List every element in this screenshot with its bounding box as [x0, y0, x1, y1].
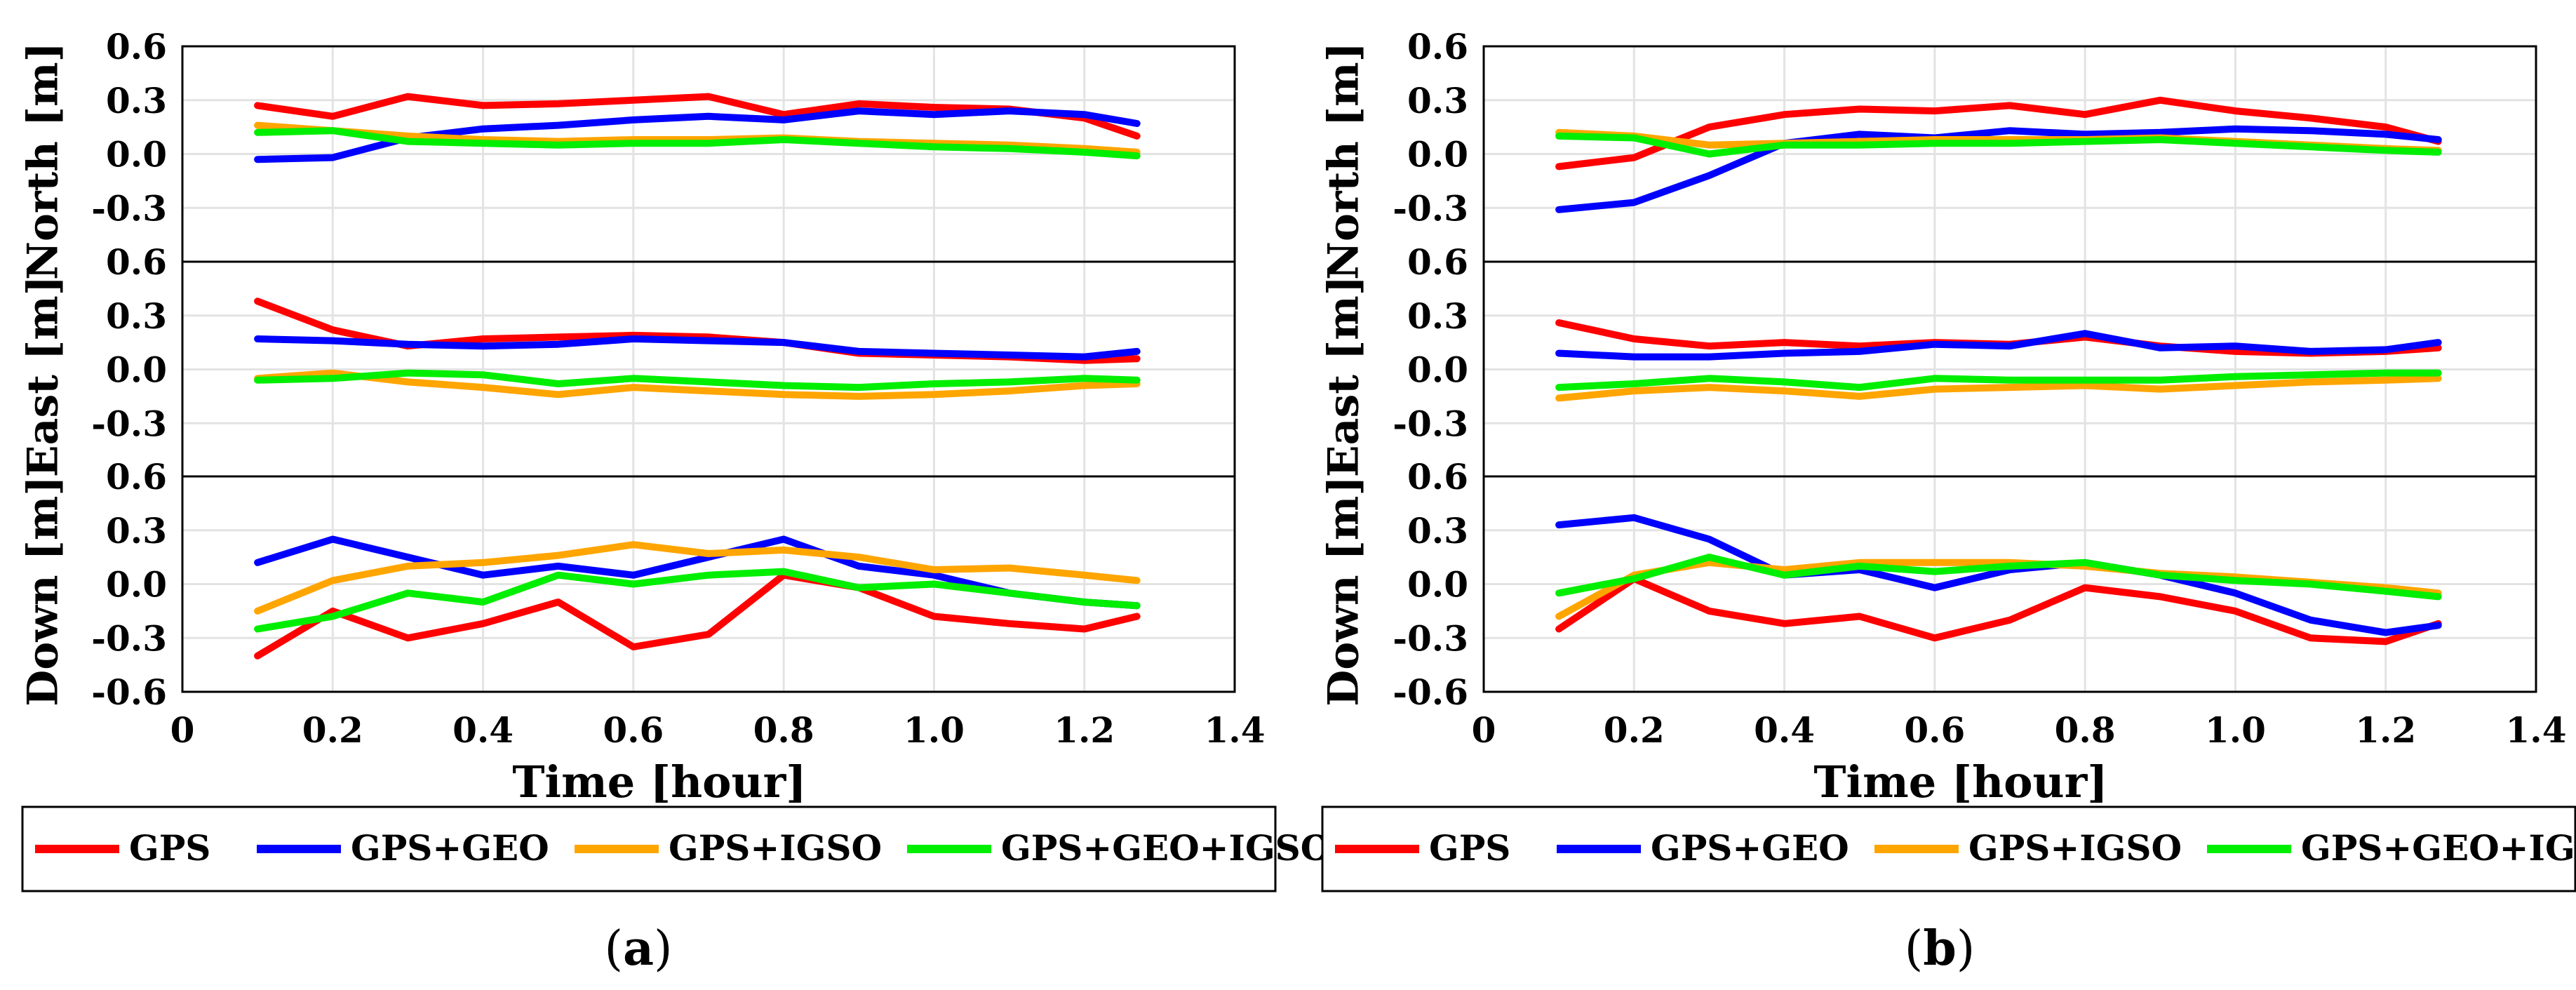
x-tick-label: 0.4: [1754, 709, 1815, 751]
y-axis-label: North [m]: [19, 42, 68, 280]
legend-entry: GPS+GEO: [1651, 827, 1849, 869]
legend-entry: GPS: [1429, 827, 1510, 869]
caption-part: (: [604, 921, 623, 977]
y-tick-label: -0.3: [1393, 617, 1468, 659]
y-tick-label: 0.0: [1407, 349, 1468, 391]
x-tick-label: 1.2: [2355, 709, 2416, 751]
y-axis-label: Down [m]: [1320, 476, 1369, 706]
subfigure-caption: (b): [1905, 921, 1975, 977]
y-tick-label: -0.6: [1393, 671, 1468, 713]
y-tick-label: 0.3: [1407, 80, 1468, 121]
y-tick-label: 0.3: [106, 510, 167, 551]
panel-east: 0.6 0.3 0.0 -0.3 East [m]: [1320, 241, 2537, 477]
y-tick-label: 0.6: [1407, 26, 1468, 67]
caption-part: a: [623, 921, 654, 977]
x-tick-label: 1.0: [2205, 709, 2266, 751]
legend: GPS GPS+GEO GPS+IGSO GPS+GEO+IGSO: [22, 807, 1331, 891]
legend-entry: GPS+GEO+IGSO: [1001, 827, 1331, 869]
caption-part: b: [1923, 921, 1957, 977]
caption-part: (: [1905, 921, 1924, 977]
panel-north: 0.6 0.3 0.0 -0.3 North [m]: [1320, 26, 2537, 280]
panel-north: 0.6 0.3 0.0 -0.3 North [m]: [19, 26, 1235, 280]
y-tick-label: 0.3: [106, 295, 167, 337]
y-axis-label: Down [m]: [19, 476, 68, 706]
x-tick-label: 0.2: [302, 709, 363, 751]
y-tick-label: -0.3: [1393, 403, 1468, 444]
x-axis-label: Time [hour]: [512, 756, 806, 808]
x-axis-label: Time [hour]: [1813, 756, 2107, 808]
x-tick-label: 0.2: [1604, 709, 1665, 751]
y-axis-label: East [m]: [1320, 276, 1369, 477]
y-tick-label: 0.0: [1407, 134, 1468, 175]
y-tick-label: 0.3: [1407, 510, 1468, 551]
legend: GPS GPS+GEO GPS+IGSO GPS+GEO+IGSO: [1322, 807, 2576, 891]
y-tick-label: 0.6: [106, 26, 167, 67]
x-tick-label: 1.4: [1205, 709, 1266, 751]
y-tick-label: -0.3: [91, 617, 167, 659]
x-tick-label: 0: [170, 709, 195, 751]
y-tick-label: -0.6: [91, 671, 167, 713]
y-axis-label: North [m]: [1320, 42, 1369, 280]
y-tick-label: 0.6: [1407, 241, 1468, 283]
y-tick-label: 0.0: [106, 134, 167, 175]
panel-down: 0.6 0.3 0.0 -0.3 -0.6 Down [m]: [1320, 456, 2537, 713]
legend-entry: GPS+IGSO: [669, 827, 882, 869]
x-tick-label: 0: [1472, 709, 1496, 751]
y-tick-label: 0.0: [106, 564, 167, 606]
x-tick-label: 1.2: [1054, 709, 1115, 751]
y-tick-label: -0.3: [1393, 187, 1468, 229]
y-axis-label: East [m]: [19, 276, 68, 477]
x-tick-label: 0.8: [2055, 709, 2116, 751]
y-tick-label: 0.6: [106, 456, 167, 497]
subfigure-b: 0.6 0.3 0.0 -0.3 North [m] 0.6 0.3 0.0 -0.3 East …: [1320, 26, 2576, 977]
y-tick-label: 0.6: [106, 241, 167, 283]
x-tick-label: 0.6: [1904, 709, 1965, 751]
y-tick-label: 0.6: [1407, 456, 1468, 497]
caption-part: ): [1957, 921, 1975, 977]
legend-entry: GPS: [129, 827, 210, 869]
panel-east: 0.6 0.3 0.0 -0.3 East [m]: [19, 241, 1235, 477]
legend-entry: GPS+GEO+IGSO: [2301, 827, 2576, 869]
panel-down: 0.6 0.3 0.0 -0.3 -0.6 Down [m]: [19, 456, 1235, 713]
y-tick-label: 0.3: [106, 80, 167, 121]
x-tick-label: 1.0: [904, 709, 965, 751]
y-tick-label: 0.0: [1407, 564, 1468, 606]
caption-part: ): [654, 921, 673, 977]
y-tick-label: 0.0: [106, 349, 167, 391]
x-tick-label: 0.8: [753, 709, 814, 751]
x-tick-label: 1.4: [2506, 709, 2567, 751]
y-tick-label: -0.3: [91, 187, 167, 229]
subfigure-caption: (a): [604, 921, 672, 977]
y-tick-label: 0.3: [1407, 295, 1468, 337]
legend-entry: GPS+IGSO: [1968, 827, 2182, 869]
x-tick-label: 0.4: [452, 709, 514, 751]
legend-entry: GPS+GEO: [351, 827, 549, 869]
subfigure-a: 0.6 0.3 0.0 -0.3 North [m] 0.6 0.3 0.0 -0.3 East …: [19, 26, 1331, 977]
y-tick-label: -0.3: [91, 403, 167, 444]
x-tick-label: 0.6: [603, 709, 664, 751]
